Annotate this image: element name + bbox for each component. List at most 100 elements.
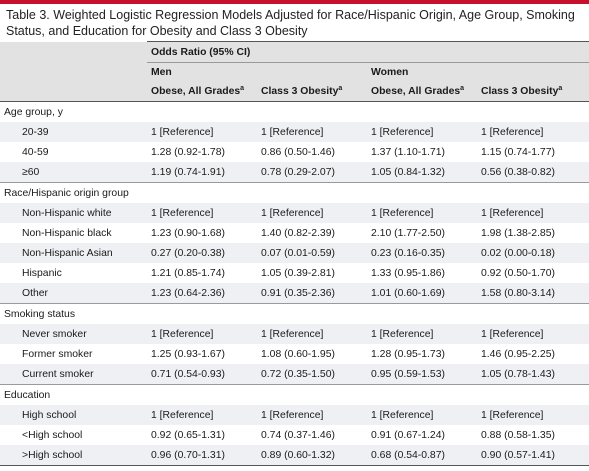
value-cell: 1.23 (0.90-1.68) xyxy=(151,227,225,239)
section-label: Smoking status xyxy=(0,303,589,324)
value-cell: 1.05 (0.39-2.81) xyxy=(261,267,335,279)
table-body: Age group, y 20-39 1 [Reference] 1 [Referen… xyxy=(0,102,589,466)
value-cell: 1.01 (0.60-1.69) xyxy=(367,283,477,304)
header-row-columns: Obese, All Gradesa Class 3 Obesitya Obes… xyxy=(0,82,589,102)
value-cell: 0.74 (0.37-1.46) xyxy=(261,429,335,441)
value-cell: 1.21 (0.85-1.74) xyxy=(151,267,225,279)
table-row: ≥60 1.19 (0.74-1.91) 0.78 (0.29-2.07) 1.05 … xyxy=(0,162,589,183)
row-label: High school xyxy=(0,405,147,425)
value-cell: 1.46 (0.95-2.25) xyxy=(481,348,555,360)
value-cell: 1 [Reference] xyxy=(147,122,257,142)
value-cell: 1.15 (0.74-1.77) xyxy=(481,146,555,158)
table-row: Non-Hispanic black 1.23 (0.90-1.68) 1.40 (… xyxy=(0,223,589,243)
footnote-mark: a xyxy=(460,85,465,92)
group-header-women: Women xyxy=(367,62,589,82)
value-cell: 0.78 (0.29-2.07) xyxy=(257,162,367,183)
header-empty-cell xyxy=(0,82,147,102)
value-cell: 0.56 (0.38-0.82) xyxy=(477,162,589,183)
row-label: Non-Hispanic white xyxy=(0,203,147,223)
header-row-span: Odds Ratio (95% CI) xyxy=(0,41,589,63)
value-cell: 1.40 (0.82-2.39) xyxy=(261,227,335,239)
value-cell: 0.91 (0.35-2.36) xyxy=(257,283,367,304)
table-row: Hispanic 1.21 (0.85-1.74) 1.05 (0.39-2.81)… xyxy=(0,263,589,283)
row-label: <High school xyxy=(22,429,83,441)
header-empty-cell xyxy=(0,62,147,82)
header-empty-cell xyxy=(0,41,147,63)
value-cell: 1 [Reference] xyxy=(367,203,477,223)
table-row: <High school 0.92 (0.65-1.31) 0.74 (0.37-1… xyxy=(0,425,589,445)
value-cell: 0.92 (0.50-1.70) xyxy=(481,267,555,279)
value-cell: 1.25 (0.93-1.67) xyxy=(151,348,225,360)
value-cell: 1.05 (0.84-1.32) xyxy=(367,162,477,183)
section-label: Race/Hispanic origin group xyxy=(0,182,589,203)
col-header-men-class3: Class 3 Obesitya xyxy=(257,82,367,102)
odds-ratio-header: Odds Ratio (95% CI) xyxy=(147,41,589,63)
value-cell: 1.05 (0.78-1.43) xyxy=(477,364,589,385)
value-cell: 1.19 (0.74-1.91) xyxy=(147,162,257,183)
value-cell: 1 [Reference] xyxy=(147,324,257,344)
value-cell: 1 [Reference] xyxy=(367,324,477,344)
value-cell: 1 [Reference] xyxy=(257,203,367,223)
value-cell: 0.07 (0.01-0.59) xyxy=(257,243,367,263)
accent-bar xyxy=(0,0,589,4)
table-row: Non-Hispanic white 1 [Reference] 1 [Refere… xyxy=(0,203,589,223)
col-header-label: Obese, All Grades xyxy=(151,86,241,97)
row-label: >High school xyxy=(0,445,147,466)
col-header-women-obese: Obese, All Gradesa xyxy=(367,82,477,102)
row-label: Non-Hispanic Asian xyxy=(0,243,147,263)
group-header-men: Men xyxy=(147,62,367,82)
value-cell: 0.88 (0.58-1.35) xyxy=(481,429,555,441)
value-cell: 1.08 (0.60-1.95) xyxy=(261,348,335,360)
table-row: 40-59 1.28 (0.92-1.78) 0.86 (0.50-1.46) 1.3… xyxy=(0,142,589,162)
row-label: 40-59 xyxy=(22,146,49,158)
section-header-row: Race/Hispanic origin group xyxy=(0,182,589,203)
footnote-mark: a xyxy=(240,85,245,92)
value-cell: 1 [Reference] xyxy=(257,405,367,425)
value-cell: 1 [Reference] xyxy=(257,122,367,142)
col-header-label: Class 3 Obesity xyxy=(261,86,339,97)
value-cell: 0.23 (0.16-0.35) xyxy=(367,243,477,263)
value-cell: 0.91 (0.67-1.24) xyxy=(371,429,445,441)
table-row: High school 1 [Reference] 1 [Reference] 1 [… xyxy=(0,405,589,425)
footnote-mark: a xyxy=(558,85,563,92)
section-label: Education xyxy=(0,384,589,405)
section-header-row: Smoking status xyxy=(0,303,589,324)
table-row: Non-Hispanic Asian 0.27 (0.20-0.38) 0.07 (… xyxy=(0,243,589,263)
value-cell: 0.71 (0.54-0.93) xyxy=(147,364,257,385)
col-header-women-class3: Class 3 Obesitya xyxy=(477,82,589,102)
value-cell: 0.68 (0.54-0.87) xyxy=(367,445,477,466)
value-cell: 1.23 (0.64-2.36) xyxy=(147,283,257,304)
table-row: Never smoker 1 [Reference] 1 [Reference] 1 … xyxy=(0,324,589,344)
value-cell: 0.92 (0.65-1.31) xyxy=(151,429,225,441)
section-label: Age group, y xyxy=(4,106,63,118)
value-cell: 1 [Reference] xyxy=(147,405,257,425)
value-cell: 0.96 (0.70-1.31) xyxy=(147,445,257,466)
header-row-groups: Men Women xyxy=(0,62,589,82)
row-label: Hispanic xyxy=(22,267,62,279)
value-cell: 0.90 (0.57-1.41) xyxy=(477,445,589,466)
row-label: Non-Hispanic black xyxy=(22,227,112,239)
value-cell: 1.28 (0.95-1.73) xyxy=(371,348,445,360)
row-label: ≥60 xyxy=(0,162,147,183)
col-header-men-obese: Obese, All Gradesa xyxy=(147,82,257,102)
value-cell: 1.28 (0.92-1.78) xyxy=(151,146,225,158)
row-label: Current smoker xyxy=(0,364,147,385)
value-cell: 0.27 (0.20-0.38) xyxy=(147,243,257,263)
value-cell: 1 [Reference] xyxy=(367,405,477,425)
table-row: Former smoker 1.25 (0.93-1.67) 1.08 (0.60-… xyxy=(0,344,589,364)
value-cell: 1.58 (0.80-3.14) xyxy=(477,283,589,304)
value-cell: 0.72 (0.35-1.50) xyxy=(257,364,367,385)
value-cell: 0.89 (0.60-1.32) xyxy=(257,445,367,466)
value-cell: 1 [Reference] xyxy=(147,203,257,223)
row-label: Never smoker xyxy=(0,324,147,344)
row-label: Former smoker xyxy=(22,348,93,360)
value-cell: 1.33 (0.95-1.86) xyxy=(371,267,445,279)
section-header-row: Education xyxy=(0,384,589,405)
table-row: Current smoker 0.71 (0.54-0.93) 0.72 (0.35… xyxy=(0,364,589,385)
value-cell: 1 [Reference] xyxy=(477,203,589,223)
value-cell: 0.86 (0.50-1.46) xyxy=(261,146,335,158)
value-cell: 1 [Reference] xyxy=(477,405,589,425)
value-cell: 1.37 (1.10-1.71) xyxy=(371,146,445,158)
value-cell: 0.02 (0.00-0.18) xyxy=(477,243,589,263)
